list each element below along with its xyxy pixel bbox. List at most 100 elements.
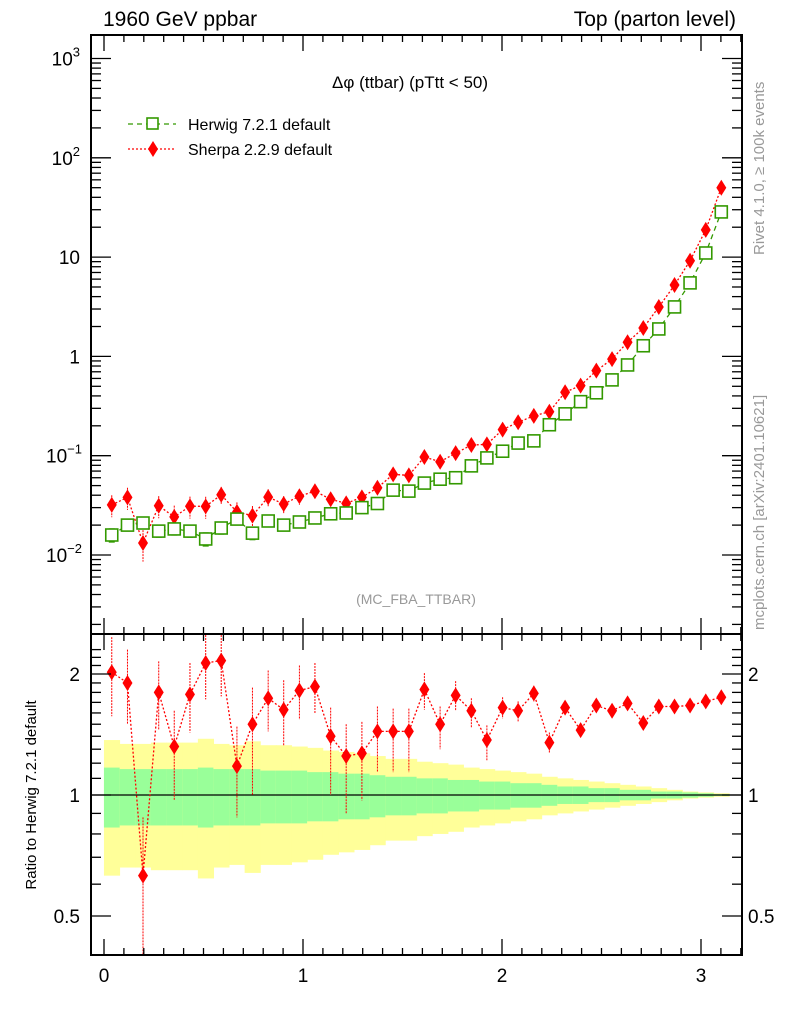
sherpa-point [325, 491, 336, 508]
sherpa-point [153, 497, 164, 514]
ratio-point [700, 693, 711, 710]
herwig-point [620, 358, 635, 372]
herwig-point [542, 417, 557, 432]
herwig-point [698, 246, 713, 260]
legend-sherpa-label: Sherpa 2.2.9 default [188, 142, 333, 159]
sherpa-point [528, 407, 539, 424]
left-title: 1960 GeV ppbar [103, 8, 257, 31]
ratio-point [184, 686, 195, 703]
band-1sigma-bin [385, 776, 402, 816]
ratio-point [528, 685, 539, 702]
ratio-point [560, 699, 571, 716]
ratio-point [122, 674, 133, 691]
x-tick-label: 2 [497, 966, 508, 987]
ratio-point [622, 695, 633, 712]
herwig-point [136, 516, 150, 530]
ratio-point [247, 716, 258, 733]
ratio-point [466, 702, 477, 719]
ratio-axes: 0 1 2 3 0.5 0.5 1 1 2 2 [54, 633, 774, 987]
ratio-point [653, 698, 664, 715]
sherpa-point [388, 466, 399, 483]
sherpa-point [653, 299, 664, 316]
ratio-y-tick-label-right: 2 [748, 665, 759, 686]
band-1sigma-bin [182, 769, 199, 826]
band-1sigma-bin [166, 769, 183, 826]
sherpa-point [591, 362, 602, 379]
mcplots-label: mcplots.cern.ch [arXiv:2401.10621] [751, 395, 768, 630]
ratio-plot-area [91, 635, 742, 954]
y-tick-label: 1 [69, 347, 80, 368]
band-1sigma-bin [463, 779, 480, 812]
herwig-point [104, 528, 119, 542]
ratio-point [544, 734, 555, 751]
y-tick-label: 10−1 [46, 442, 82, 468]
ratio-point [575, 722, 586, 739]
herwig-point [167, 522, 182, 536]
band-1sigma-bin [150, 769, 168, 826]
band-1sigma-bin [432, 778, 449, 814]
band-1sigma-bin [307, 772, 324, 822]
herwig-point [683, 276, 697, 290]
sherpa-point [607, 351, 618, 368]
ratio-point [153, 684, 164, 701]
band-1sigma-bin [447, 779, 464, 812]
band-1sigma-bin [119, 769, 136, 826]
ratio-point [341, 748, 352, 765]
ratio-point [356, 745, 367, 762]
herwig-point [652, 322, 666, 336]
herwig-point [151, 524, 166, 538]
ratio-y-tick-label-left: 1 [69, 786, 80, 807]
ratio-point [106, 664, 117, 681]
x-tick-label: 3 [696, 966, 707, 987]
herwig-point [558, 407, 572, 421]
sherpa-point [669, 277, 680, 294]
ratio-point [638, 715, 649, 732]
y-tick-label: 102 [52, 144, 80, 170]
herwig-point [511, 436, 525, 450]
sherpa-point [122, 489, 133, 506]
herwig-point [261, 514, 275, 528]
ratio-point [231, 758, 242, 775]
sherpa-point [216, 486, 227, 503]
ratio-point [278, 701, 289, 718]
ratio-point [481, 732, 492, 749]
ratio-point [607, 702, 618, 719]
sherpa-point [513, 414, 524, 431]
sherpa-point [481, 436, 492, 453]
sherpa-point [450, 445, 461, 462]
ratio-point [435, 716, 446, 733]
band-1sigma-bin [260, 770, 277, 824]
right-title: Top (parton level) [574, 8, 736, 31]
sherpa-point [169, 508, 180, 525]
sherpa-point [184, 498, 195, 515]
sherpa-point [544, 403, 555, 420]
ratio-point [419, 681, 430, 698]
band-1sigma-bin [401, 776, 418, 816]
sherpa-point [685, 252, 696, 269]
band-1sigma-bin [354, 773, 371, 820]
ratio-point [169, 738, 180, 755]
herwig-point [323, 506, 338, 521]
ratio-y-tick-label-left: 0.5 [54, 907, 80, 928]
herwig-point [417, 476, 432, 490]
herwig-point [198, 532, 213, 546]
ratio-point [716, 689, 727, 706]
herwig-point [386, 483, 400, 497]
herwig-point [308, 511, 322, 525]
herwig-line [111, 211, 722, 540]
herwig-point [480, 451, 494, 465]
ratio-y-tick-label-left: 2 [69, 665, 80, 686]
sherpa-point [716, 179, 727, 196]
herwig-point [183, 524, 197, 538]
herwig-point [214, 521, 229, 535]
ratio-point [372, 723, 383, 740]
sherpa-line [111, 187, 722, 545]
plot-title: Δφ (ttbar) (pTtt < 50) [332, 73, 488, 92]
band-1sigma-bin [416, 778, 433, 814]
band-1sigma-bin [322, 772, 339, 822]
sherpa-point [638, 320, 649, 337]
herwig-point [667, 300, 682, 314]
ratio-point [591, 697, 602, 714]
band-1sigma-bin [291, 770, 308, 824]
